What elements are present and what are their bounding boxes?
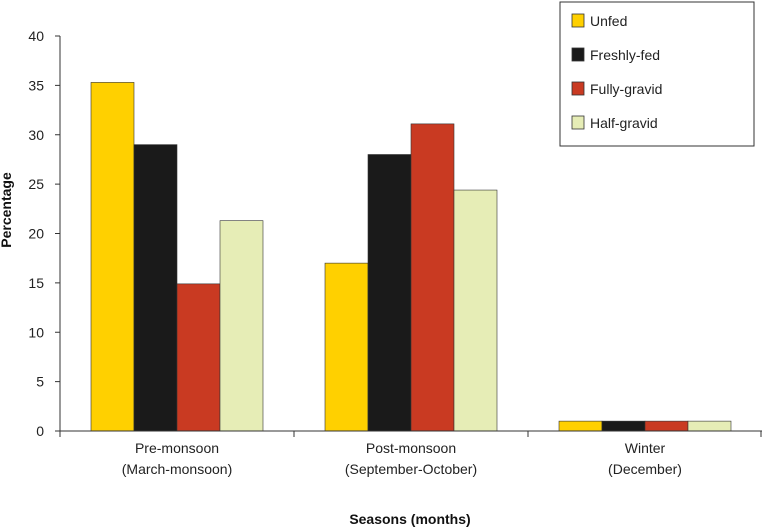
axes: 0 5 10 15 20 25 30 35 40 Pre-monsoon (March-monsoo… [28,28,762,477]
x-category-label: Pre-monsoon [135,440,219,456]
y-axis-title: Percentage [0,172,14,248]
legend: Unfed Freshly-fed Fully-gravid Half-gravid [559,1,755,147]
x-axis-title: Seasons (months) [349,511,470,527]
x-category-sublabel: (December) [608,461,682,477]
x-category-label: Winter [625,440,666,456]
bar-fully-gravid-2 [410,123,455,432]
bar-fully-gravid-3 [644,420,689,432]
y-tick-label: 20 [28,226,44,242]
bar-unfed-3 [558,420,603,432]
legend-swatch-freshly-fed [571,47,585,62]
bar-freshly-fed-2 [367,154,412,432]
bar-freshly-fed-1 [133,144,178,432]
x-category-sublabel: (March-monsoon) [122,461,232,477]
bar-half-gravid-1 [219,220,264,432]
legend-label-fully-gravid: Fully-gravid [590,81,662,97]
legend-swatch-half-gravid [571,115,585,130]
legend-label-freshly-fed: Freshly-fed [590,47,660,63]
plot-area [90,82,732,432]
bar-unfed-2 [324,262,369,432]
y-tick-label: 35 [28,77,44,93]
y-tick-label: 40 [28,28,44,44]
x-category-label: Post-monsoon [366,440,456,456]
legend-label-unfed: Unfed [590,13,627,29]
y-tick-label: 30 [28,127,44,143]
y-tick-label: 15 [28,275,44,291]
bar-freshly-fed-3 [601,420,646,432]
legend-label-half-gravid: Half-gravid [590,115,658,131]
y-tick-label: 25 [28,176,44,192]
bar-half-gravid-2 [453,189,498,432]
legend-box [559,1,755,147]
bar-half-gravid-3 [687,420,732,432]
y-tick-label: 10 [28,324,44,340]
legend-swatch-fully-gravid [571,81,585,96]
x-category-sublabel: (September-October) [345,461,477,477]
bar-fully-gravid-1 [176,283,221,432]
y-tick-label: 5 [36,374,44,390]
legend-swatch-unfed [571,13,585,28]
bar-unfed-1 [90,82,135,432]
y-tick-label: 0 [36,423,44,439]
